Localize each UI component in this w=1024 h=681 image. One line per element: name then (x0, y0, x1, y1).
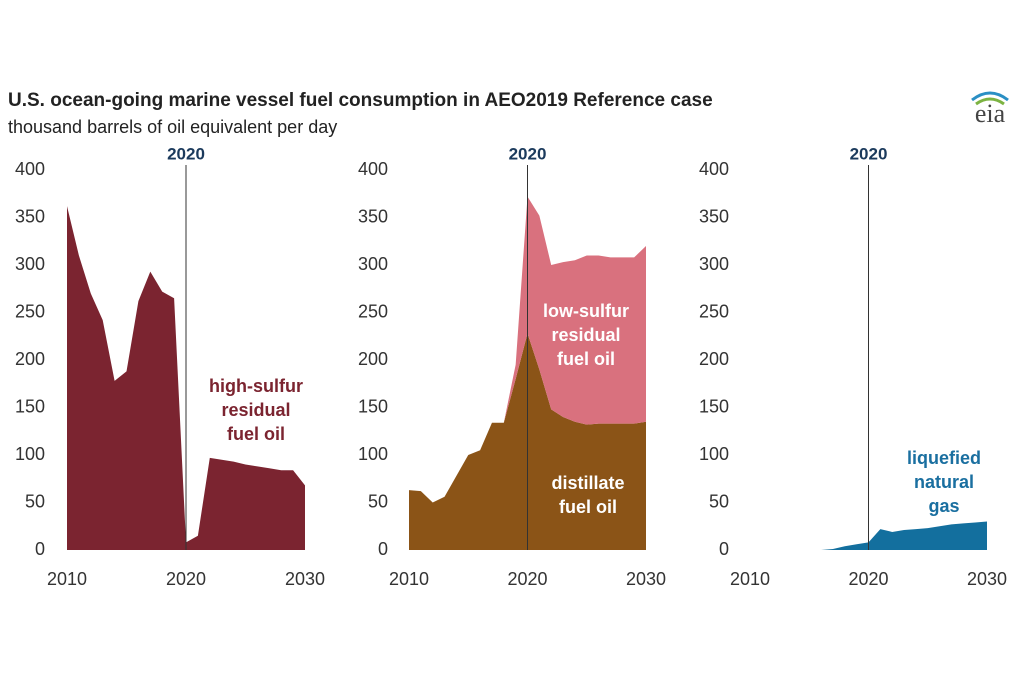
x-tick-label: 2020 (848, 569, 888, 589)
y-tick-label: 300 (699, 254, 729, 274)
series-label: low-sulfur residual fuel oil (543, 301, 629, 369)
y-tick-label: 150 (358, 396, 388, 416)
y-tick-label: 200 (358, 349, 388, 369)
logo-arc (971, 91, 1009, 102)
y-tick-label: 0 (719, 539, 729, 559)
y-tick-label: 300 (15, 254, 45, 274)
y-tick-label: 300 (358, 254, 388, 274)
logo-arc (975, 97, 1005, 106)
y-tick-label: 400 (15, 159, 45, 179)
x-tick-label: 2030 (626, 569, 666, 589)
area (67, 206, 305, 550)
x-tick-label: 2030 (285, 569, 325, 589)
reference-label: 2020 (850, 144, 888, 163)
y-tick-label: 100 (15, 444, 45, 464)
y-tick-label: 250 (15, 301, 45, 321)
chart-title: U.S. ocean-going marine vessel fuel cons… (8, 90, 713, 111)
x-tick-label: 2010 (730, 569, 770, 589)
x-tick-label: 2030 (967, 569, 1007, 589)
reference-label: 2020 (509, 144, 547, 163)
y-tick-label: 200 (699, 349, 729, 369)
area (409, 196, 646, 503)
x-tick-label: 2020 (507, 569, 547, 589)
chart-subtitle: thousand barrels of oil equivalent per d… (8, 117, 337, 137)
y-tick-label: 150 (15, 396, 45, 416)
y-tick-label: 250 (699, 301, 729, 321)
area (750, 521, 987, 550)
y-tick-label: 50 (368, 491, 388, 511)
x-tick-label: 2020 (166, 569, 206, 589)
y-tick-label: 150 (699, 396, 729, 416)
y-tick-label: 0 (378, 539, 388, 559)
y-tick-label: 350 (699, 206, 729, 226)
x-tick-label: 2010 (389, 569, 429, 589)
y-tick-label: 50 (709, 491, 729, 511)
y-tick-label: 350 (358, 206, 388, 226)
series-label: high-sulfur residual fuel oil (209, 376, 303, 444)
x-tick-label: 2010 (47, 569, 87, 589)
series-label: liquefied natural gas (906, 448, 981, 516)
y-tick-label: 350 (15, 206, 45, 226)
y-tick-label: 100 (358, 444, 388, 464)
y-tick-label: 250 (358, 301, 388, 321)
y-tick-label: 400 (699, 159, 729, 179)
y-tick-label: 50 (25, 491, 45, 511)
y-tick-label: 200 (15, 349, 45, 369)
y-tick-label: 0 (35, 539, 45, 559)
series-label: distillate fuel oil (551, 473, 625, 517)
y-tick-label: 100 (699, 444, 729, 464)
reference-label: 2020 (167, 144, 205, 163)
logo: eia (975, 99, 1006, 128)
y-tick-label: 400 (358, 159, 388, 179)
